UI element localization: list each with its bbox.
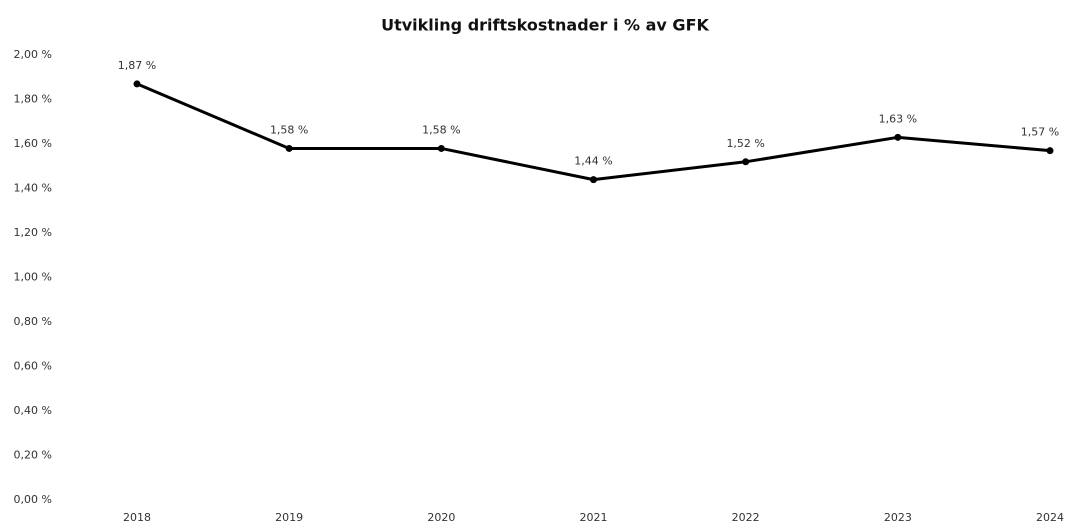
data-point <box>590 176 597 184</box>
data-label: 1,44 % <box>574 155 612 168</box>
data-point <box>437 144 445 152</box>
data-point <box>894 133 902 141</box>
x-tick-label: 2021 <box>580 511 608 524</box>
x-tick-label: 2018 <box>123 511 151 524</box>
y-tick-label: 1,20 % <box>14 226 52 239</box>
data-label: 1,57 % <box>1021 126 1059 139</box>
data-label: 1,87 % <box>118 59 156 72</box>
y-tick-label: 0,80 % <box>14 315 52 328</box>
y-tick-label: 0,20 % <box>14 449 52 462</box>
data-point <box>1046 147 1054 155</box>
y-tick-label: 0,00 % <box>14 493 52 506</box>
y-tick-label: 1,80 % <box>14 93 52 106</box>
y-tick-label: 1,40 % <box>14 182 52 195</box>
data-point <box>742 158 750 166</box>
data-label: 1,58 % <box>270 123 308 136</box>
x-tick-label: 2024 <box>1036 511 1064 524</box>
x-tick-label: 2020 <box>427 511 455 524</box>
y-tick-label: 1,60 % <box>14 137 52 150</box>
y-tick-label: 0,60 % <box>14 360 52 373</box>
data-label: 1,58 % <box>422 123 460 136</box>
data-label: 1,52 % <box>726 137 764 150</box>
data-point <box>133 80 141 88</box>
data-label: 1,63 % <box>879 112 917 125</box>
y-tick-label: 1,00 % <box>14 271 52 284</box>
y-tick-label: 0,40 % <box>14 404 52 417</box>
x-tick-label: 2023 <box>884 511 912 524</box>
x-tick-label: 2022 <box>732 511 760 524</box>
chart-title: Utvikling driftskostnader i % av GFK <box>381 16 709 35</box>
x-tick-label: 2019 <box>275 511 303 524</box>
data-point <box>285 144 293 152</box>
y-tick-label: 2,00 % <box>14 48 52 61</box>
